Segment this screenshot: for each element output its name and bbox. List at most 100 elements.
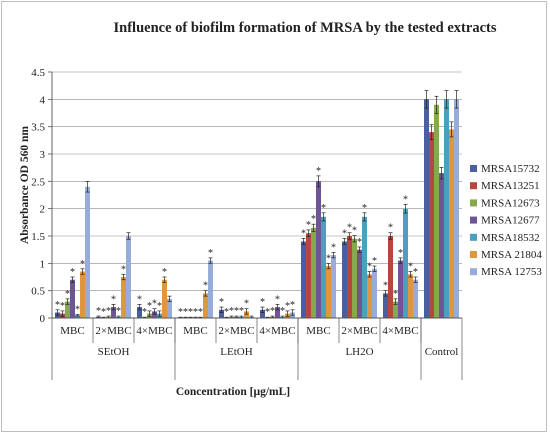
bar xyxy=(449,129,454,318)
bar xyxy=(403,208,408,318)
x-group-label: Control xyxy=(425,346,459,358)
bar xyxy=(121,277,126,318)
significance-star: * xyxy=(75,304,80,315)
bar xyxy=(126,236,131,318)
significance-star: * xyxy=(383,281,388,292)
x-category-label: 4×MBC xyxy=(382,325,418,337)
significance-star: * xyxy=(265,307,270,318)
bar xyxy=(301,241,306,318)
y-tick-label: 1 xyxy=(40,258,46,270)
significance-star: * xyxy=(239,306,244,317)
significance-star: * xyxy=(55,300,60,311)
bars xyxy=(55,99,459,318)
bar xyxy=(275,307,280,318)
x-category-label: MBC xyxy=(306,325,330,337)
significance-star: * xyxy=(285,301,290,312)
significance-star: * xyxy=(80,259,85,270)
bar xyxy=(408,274,413,318)
legend-swatch xyxy=(470,165,477,172)
significance-star: * xyxy=(116,306,121,317)
significance-star: * xyxy=(219,297,224,308)
significance-star: * xyxy=(229,306,234,317)
bar xyxy=(388,236,393,318)
significance-star: * xyxy=(70,267,75,278)
significance-star: * xyxy=(60,301,65,312)
y-tick-label: 0.5 xyxy=(31,286,45,298)
axes: 0 0.5 1 1.5 2 2.5 3 3.5 4 4.5 MBC 2×MBC 4×MBC MBC 2×MB… xyxy=(31,67,463,380)
bar xyxy=(80,271,85,318)
bar xyxy=(167,298,172,318)
legend-label: MRSA12673 xyxy=(481,197,540,209)
significance-star: * xyxy=(188,307,193,318)
bar xyxy=(372,268,377,318)
bar xyxy=(137,307,142,318)
legend-swatch xyxy=(470,268,477,276)
legend-label: MRSA 21804 xyxy=(481,249,542,261)
significance-star: * xyxy=(137,294,142,305)
significance-star: * xyxy=(342,228,347,239)
significance-star: * xyxy=(306,220,311,231)
significance-star: * xyxy=(403,194,408,205)
significance-star: * xyxy=(162,267,167,278)
bar xyxy=(393,301,398,318)
bar xyxy=(429,132,434,318)
x-group-label: LEtOH xyxy=(220,346,252,358)
significance-star: * xyxy=(178,307,183,318)
x-category-label: 4×MBC xyxy=(259,325,295,337)
bar xyxy=(454,99,459,318)
legend-label: MRSA 12753 xyxy=(481,266,542,278)
gridlines xyxy=(52,71,462,291)
significance-star: * xyxy=(311,214,316,225)
y-tick-label: 4.5 xyxy=(31,67,45,79)
bar xyxy=(331,255,336,318)
bar xyxy=(439,173,444,318)
bar xyxy=(162,279,167,318)
bar xyxy=(111,307,116,318)
x-category-label: MBC xyxy=(183,325,207,337)
significance-star: * xyxy=(147,301,152,312)
bar xyxy=(362,216,367,318)
significance-star: * xyxy=(121,264,126,275)
significance-star: * xyxy=(198,307,203,318)
significance-star: * xyxy=(152,299,157,310)
significance-star: * xyxy=(316,166,321,177)
bar xyxy=(311,227,316,318)
bar xyxy=(413,279,418,318)
bar xyxy=(85,186,90,318)
significance-star: * xyxy=(193,307,198,318)
bar xyxy=(352,238,357,318)
bar xyxy=(342,241,347,318)
x-axis-title: Concentration [µg/mL] xyxy=(176,386,290,398)
significance-star: * xyxy=(142,307,147,318)
significance-star: * xyxy=(260,297,265,308)
x-category-label: MBC xyxy=(60,325,84,337)
significance-star: * xyxy=(408,262,413,273)
legend-swatch xyxy=(470,251,477,258)
significance-star: * xyxy=(301,228,306,239)
significance-star: * xyxy=(290,300,295,311)
legend-label: MRSA18532 xyxy=(481,232,540,244)
bar xyxy=(326,266,331,318)
significance-star: * xyxy=(275,294,280,305)
significance-star: * xyxy=(331,242,336,253)
bar xyxy=(316,181,321,318)
x-group-label: SEtOH xyxy=(98,346,130,358)
bar xyxy=(398,260,403,318)
significance-star: * xyxy=(270,306,275,317)
x-category-label: 2×MBC xyxy=(341,325,377,337)
y-tick-label: 4 xyxy=(40,94,46,106)
x-category-label: 4×MBC xyxy=(136,325,172,337)
significance-star: * xyxy=(96,306,101,317)
significance-star: * xyxy=(357,237,362,248)
bar xyxy=(219,309,224,318)
bar xyxy=(434,104,439,318)
bar xyxy=(65,301,70,318)
bar xyxy=(75,315,80,318)
significance-star: * xyxy=(224,307,229,318)
bar xyxy=(260,309,265,318)
legend-swatch xyxy=(470,216,477,224)
bar xyxy=(347,236,352,318)
significance-star: * xyxy=(347,223,352,234)
